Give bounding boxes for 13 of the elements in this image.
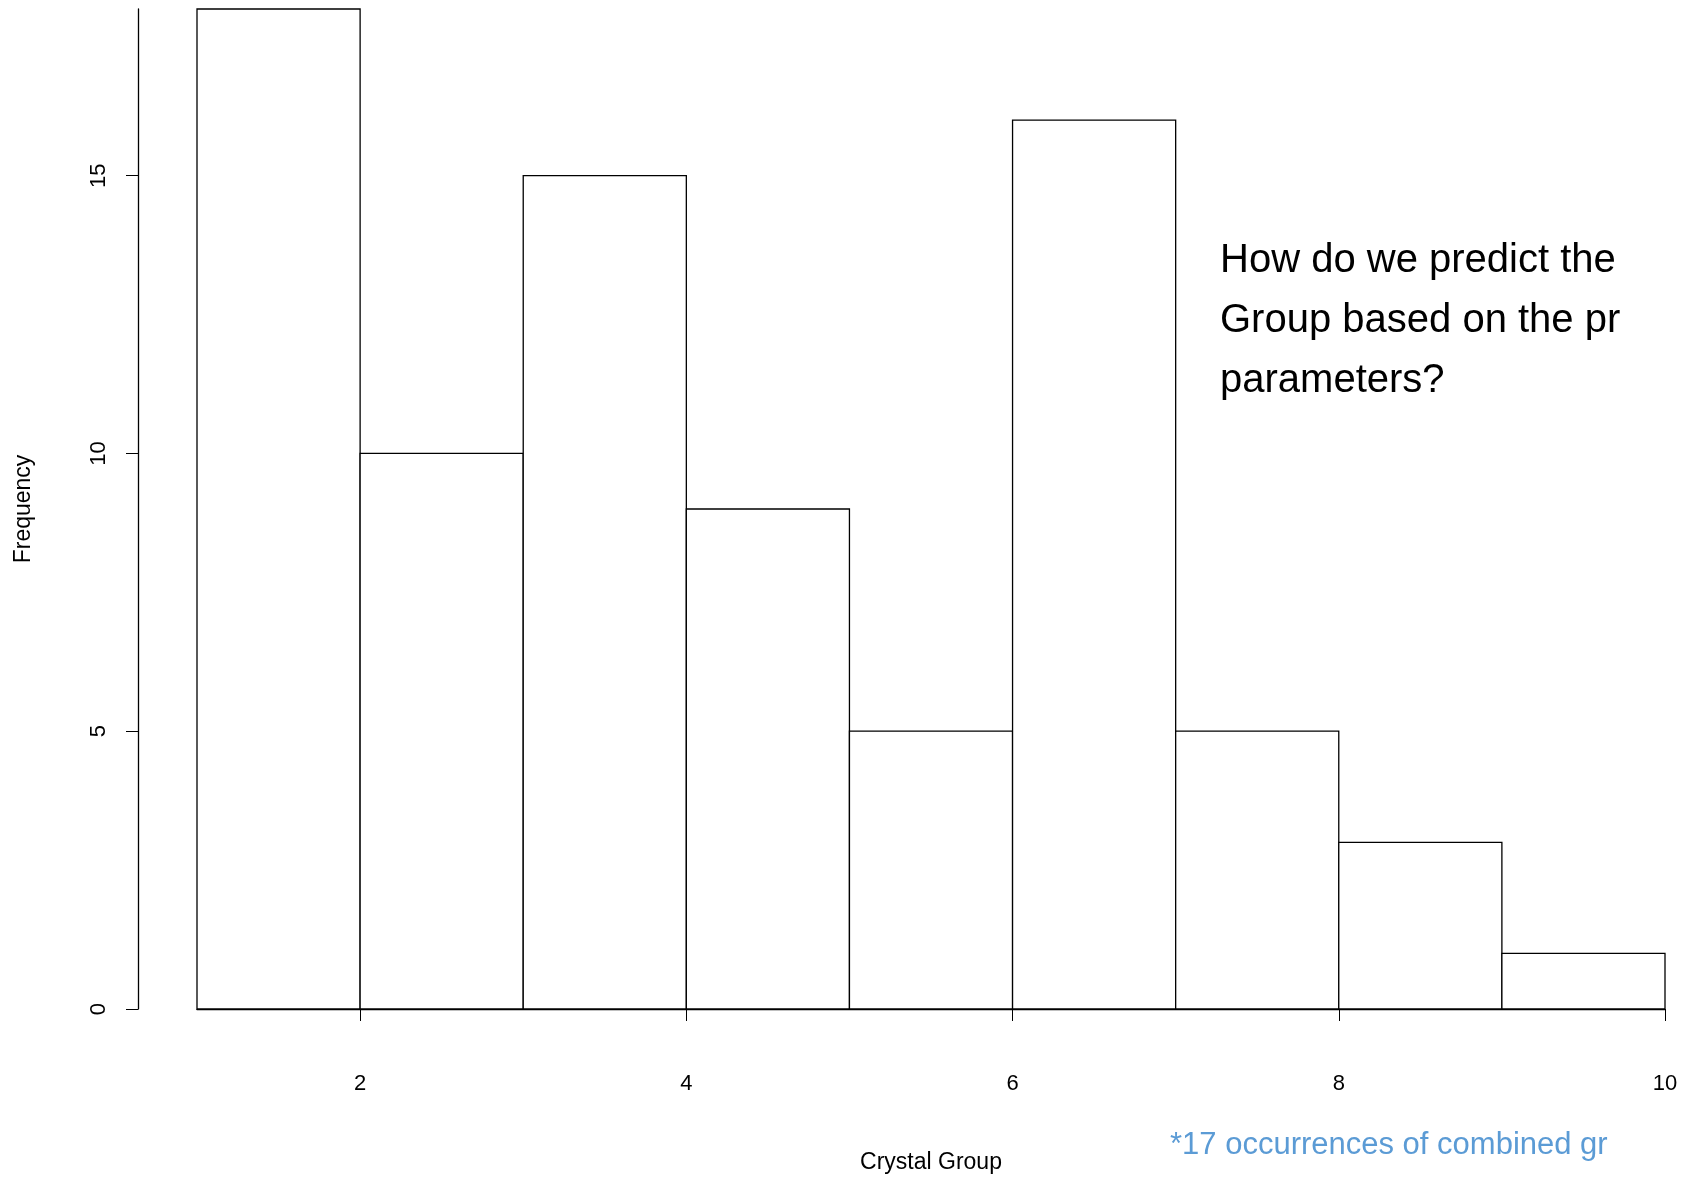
y-tick-label: 15 bbox=[84, 163, 110, 188]
y-tick-label: 0 bbox=[84, 1002, 110, 1016]
x-tick-label: 6 bbox=[1006, 1069, 1019, 1095]
x-axis-title: Crystal Group bbox=[860, 1147, 1002, 1174]
x-tick-label: 4 bbox=[680, 1069, 693, 1095]
x-tick-label: 8 bbox=[1332, 1069, 1345, 1095]
y-tick-label: 5 bbox=[84, 725, 110, 738]
x-tick-label: 2 bbox=[353, 1069, 367, 1095]
text: *17 occurrences of combined gr bbox=[1170, 1126, 1608, 1161]
annotation: How do we predict the Group based on the pr parameters? bbox=[1220, 236, 1621, 400]
x-tick-label: 10 bbox=[1652, 1069, 1678, 1095]
y-tick-label: 10 bbox=[84, 441, 110, 466]
y-axis-title: Frequency bbox=[8, 454, 35, 564]
